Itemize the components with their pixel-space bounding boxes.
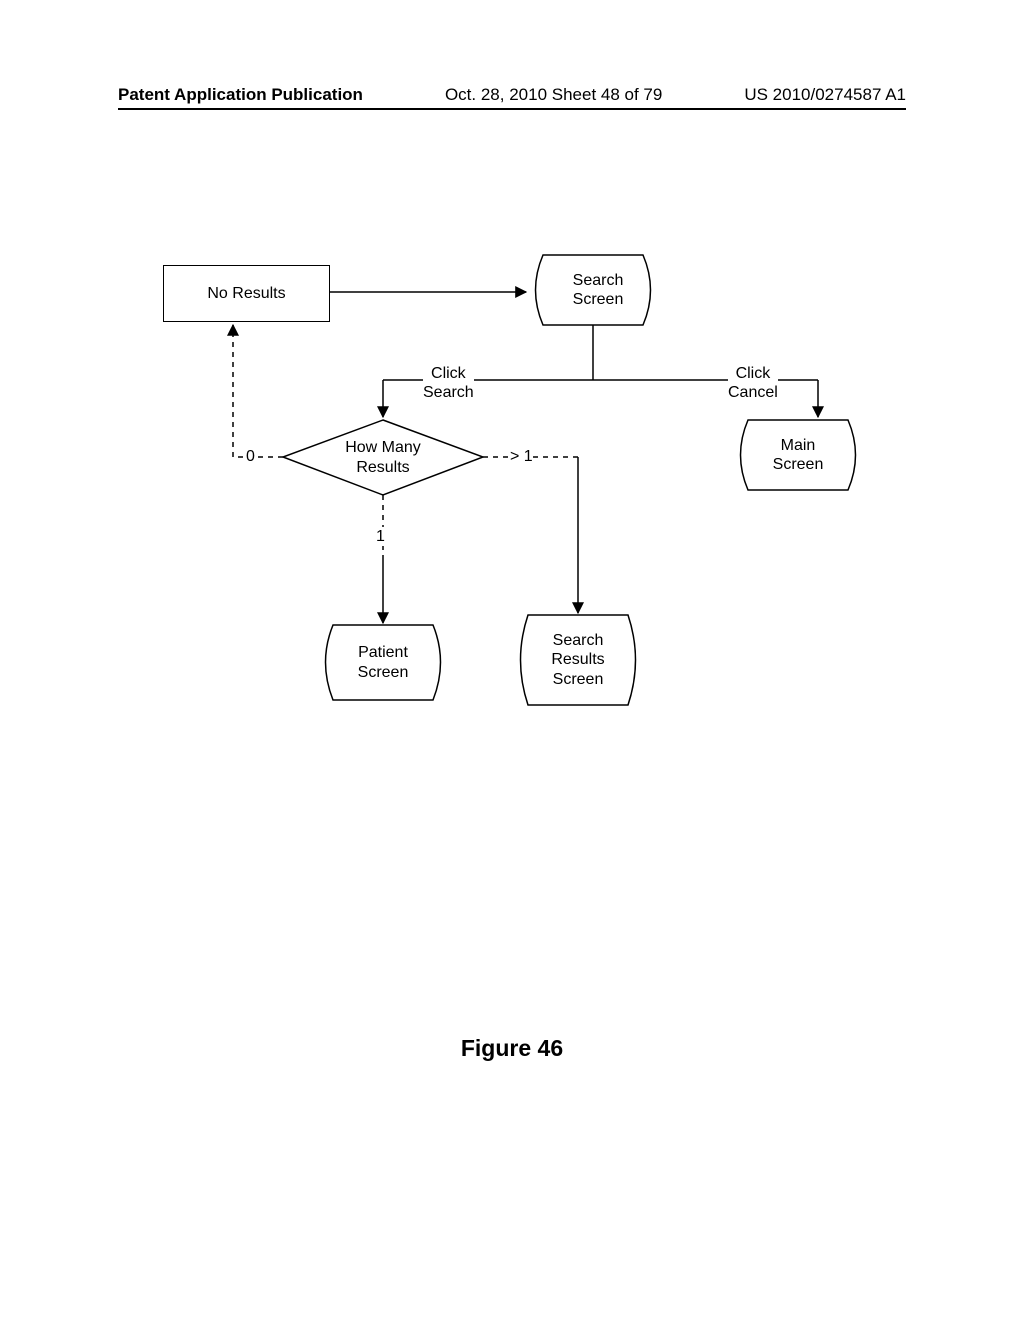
header-right: US 2010/0274587 A1 [744, 85, 906, 105]
node-results-screen-label: Search Results Screen [551, 631, 604, 689]
label-click-search-text: Click Search [423, 365, 474, 401]
node-patient-screen-label: Patient Screen [358, 643, 409, 681]
node-decision: How Many Results [308, 435, 458, 480]
label-click-search: Click Search [423, 345, 474, 403]
label-click-cancel: Click Cancel [728, 345, 778, 403]
label-one-text: 1 [376, 528, 385, 545]
label-zero-text: 0 [246, 448, 255, 465]
label-zero: 0 [246, 447, 255, 466]
node-main-screen: Main Screen [738, 420, 858, 490]
node-results-screen: Search Results Screen [518, 615, 638, 705]
header-rule [118, 108, 906, 110]
flowchart-svg [118, 245, 906, 785]
figure-caption: Figure 46 [0, 1035, 1024, 1062]
node-main-screen-label: Main Screen [773, 436, 824, 474]
label-gt1-text: > 1 [510, 448, 533, 465]
figure-caption-text: Figure 46 [461, 1035, 563, 1061]
node-decision-label: How Many Results [345, 438, 421, 476]
label-gt1: > 1 [510, 447, 533, 466]
node-search-screen: Search Screen [538, 255, 658, 325]
node-search-screen-label: Search Screen [573, 271, 624, 309]
header-left: Patent Application Publication [118, 85, 363, 105]
label-one: 1 [376, 527, 385, 546]
label-click-cancel-text: Click Cancel [728, 365, 778, 401]
page-header: Patent Application Publication Oct. 28, … [0, 85, 1024, 105]
header-center: Oct. 28, 2010 Sheet 48 of 79 [445, 85, 662, 105]
node-no-results: No Results [163, 265, 330, 322]
flowchart-canvas: No Results Search Screen Main Screen How… [118, 245, 906, 785]
node-patient-screen: Patient Screen [323, 625, 443, 700]
node-no-results-label: No Results [207, 284, 285, 303]
